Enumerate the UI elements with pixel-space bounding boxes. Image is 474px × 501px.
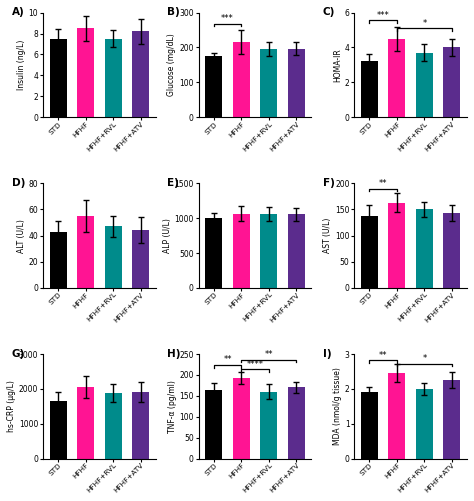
Bar xyxy=(233,378,250,458)
Bar xyxy=(443,380,460,458)
Bar xyxy=(260,392,277,458)
Text: A): A) xyxy=(11,8,24,18)
Bar xyxy=(205,390,222,458)
Bar xyxy=(77,387,94,458)
Y-axis label: hs-CRP (µg/L): hs-CRP (µg/L) xyxy=(7,380,16,432)
Y-axis label: ALP (U/L): ALP (U/L) xyxy=(163,218,172,253)
Bar xyxy=(443,213,460,288)
Text: *: * xyxy=(422,19,427,28)
Bar xyxy=(361,62,378,117)
Bar xyxy=(132,230,149,288)
Y-axis label: ALT (U/L): ALT (U/L) xyxy=(17,218,26,253)
Text: ***: *** xyxy=(377,11,390,20)
Text: B): B) xyxy=(167,8,180,18)
Y-axis label: TNF-α (pg/ml): TNF-α (pg/ml) xyxy=(168,380,177,433)
Text: ****: **** xyxy=(246,360,264,369)
Text: H): H) xyxy=(167,349,181,359)
Bar xyxy=(389,203,405,288)
Bar xyxy=(132,32,149,117)
Bar xyxy=(205,56,222,117)
Bar xyxy=(233,213,250,288)
Bar xyxy=(260,49,277,117)
Bar xyxy=(288,49,305,117)
Bar xyxy=(132,392,149,458)
Bar xyxy=(288,214,305,288)
Text: G): G) xyxy=(11,349,25,359)
Text: *: * xyxy=(422,354,427,363)
Bar xyxy=(50,39,67,117)
Text: I): I) xyxy=(323,349,331,359)
Bar xyxy=(260,214,277,288)
Bar xyxy=(105,393,122,458)
Text: D): D) xyxy=(11,178,25,188)
Text: E): E) xyxy=(167,178,179,188)
Bar xyxy=(389,373,405,458)
Bar xyxy=(361,216,378,288)
Text: **: ** xyxy=(264,350,273,359)
Text: F): F) xyxy=(323,178,335,188)
Bar xyxy=(416,389,433,458)
Bar xyxy=(105,226,122,288)
Text: **: ** xyxy=(223,355,232,364)
Y-axis label: AST (U/L): AST (U/L) xyxy=(323,218,332,254)
Bar xyxy=(389,39,405,117)
Bar xyxy=(443,48,460,117)
Bar xyxy=(416,53,433,117)
Bar xyxy=(50,401,67,458)
Bar xyxy=(50,231,67,288)
Text: C): C) xyxy=(323,8,335,18)
Bar xyxy=(77,216,94,288)
Bar xyxy=(77,28,94,117)
Bar xyxy=(105,39,122,117)
Bar xyxy=(205,218,222,288)
Bar xyxy=(288,387,305,458)
Y-axis label: Glucose (mg/dL): Glucose (mg/dL) xyxy=(167,34,176,96)
Bar xyxy=(416,209,433,288)
Y-axis label: HOMA-IR: HOMA-IR xyxy=(333,48,342,82)
Text: **: ** xyxy=(379,179,387,188)
Y-axis label: Insulin (ng/L): Insulin (ng/L) xyxy=(17,40,26,90)
Bar xyxy=(233,42,250,117)
Bar xyxy=(361,392,378,458)
Text: **: ** xyxy=(379,351,387,360)
Text: ***: *** xyxy=(221,14,234,23)
Y-axis label: MDA (nmol/g tissue): MDA (nmol/g tissue) xyxy=(333,367,342,445)
